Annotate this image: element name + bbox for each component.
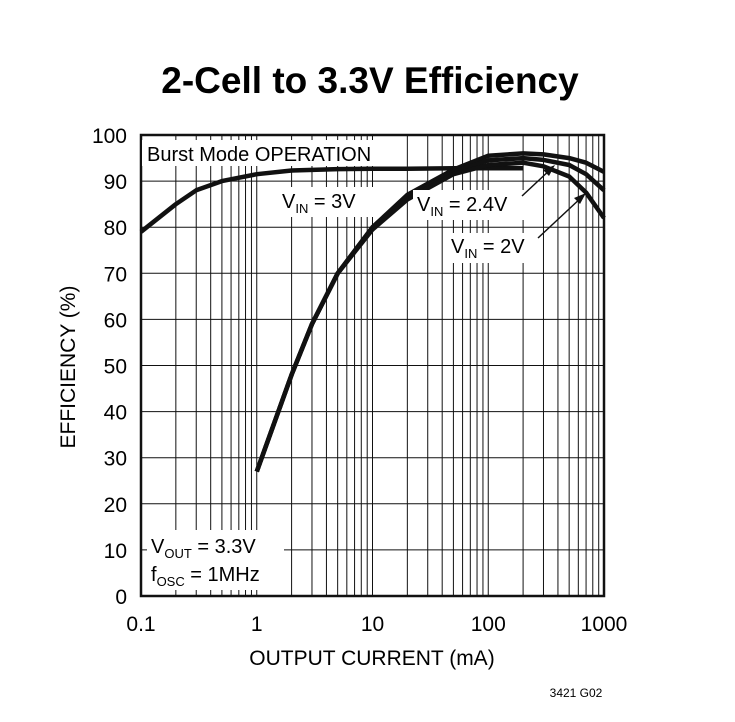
y-tick-label: 90: [104, 171, 127, 194]
burst-mode-label-bg: [142, 140, 384, 166]
y-tick-label: 20: [104, 494, 127, 517]
y-tick-label: 40: [104, 402, 127, 425]
y-tick-label: 30: [104, 448, 127, 471]
y-tick-label: 0: [115, 586, 127, 609]
x-tick-label: 0.1: [126, 613, 155, 636]
y-tick-label: 60: [104, 309, 127, 332]
y-tick-label: 80: [104, 217, 127, 240]
y-tick-label: 10: [104, 540, 127, 563]
x-tick-label: 100: [471, 613, 506, 636]
vout-label: VOUT = 3.3V: [151, 536, 256, 561]
arrow-head-vin-2v: [574, 193, 586, 204]
x-tick-label: 1: [251, 613, 263, 636]
x-tick-labels: 0.1 1 10 100 1000: [126, 613, 627, 636]
vin-2v4-label: VIN = 2.4V: [417, 194, 508, 219]
vin-2v-label-bg: [448, 233, 540, 263]
x-tick-label: 10: [361, 613, 384, 636]
y-tick-labels: 0 10 20 30 40 50 60 70 80 90 100: [92, 125, 127, 609]
y-tick-label: 70: [104, 263, 127, 286]
x-tick-label: 1000: [581, 613, 628, 636]
y-axis-label: EFFICIENCY (%): [57, 286, 80, 449]
y-tick-label: 100: [92, 125, 127, 148]
conditions-label-bg: [147, 530, 284, 590]
arrow-head-vin-2v4: [543, 165, 555, 176]
x-axis-label: OUTPUT CURRENT (mA): [249, 647, 494, 670]
series-line-4: [254, 160, 606, 473]
y-tick-label: 50: [104, 356, 127, 379]
figure-code: 3421 G02: [550, 686, 603, 700]
vin-2v-label: VIN = 2V: [451, 236, 525, 261]
vin-3v-label-bg: [278, 187, 374, 217]
series-group: [139, 151, 606, 473]
vin-3v-label: VIN = 3V: [282, 191, 356, 216]
burst-mode-label: Burst Mode OPERATION: [147, 144, 371, 166]
vin-2v4-label-bg: [413, 190, 525, 220]
plot-frame: [139, 133, 606, 598]
fosc-label: fOSC = 1MHz: [151, 564, 260, 589]
chart-title: 2-Cell to 3.3V Efficiency: [161, 60, 579, 101]
arrow-vin-2v: [537, 195, 584, 239]
